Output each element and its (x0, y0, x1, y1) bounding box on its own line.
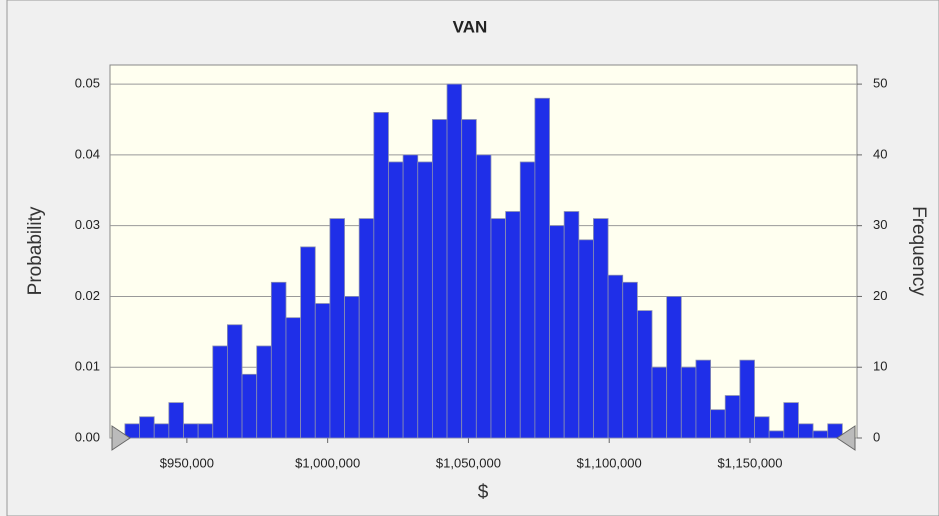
y-axis-title: Probability (25, 206, 46, 295)
x-tick-label: $1,150,000 (717, 455, 782, 470)
y-tick-label: 0.00 (75, 429, 100, 444)
y-tick-label: 0.03 (75, 217, 100, 232)
bar (139, 416, 155, 439)
bar (680, 366, 697, 439)
bar (695, 359, 711, 439)
bar (285, 317, 302, 439)
bar (827, 423, 843, 439)
bar (475, 154, 492, 439)
bar (710, 409, 726, 439)
bar (300, 246, 316, 439)
x-tick-label: $950,000 (160, 455, 214, 470)
bar (593, 218, 609, 439)
bar (622, 281, 638, 439)
bar (724, 395, 741, 439)
bar (388, 161, 404, 439)
x-tick-label: $1,050,000 (436, 455, 501, 470)
y2-tick-label: 30 (873, 217, 887, 232)
y2-tick-label: 10 (873, 359, 887, 374)
right-slider (836, 425, 856, 451)
y-tick-label: 0.04 (75, 146, 100, 161)
bar (754, 416, 770, 439)
bar (153, 423, 170, 439)
bar (241, 373, 258, 439)
bar (739, 359, 755, 439)
bar (490, 218, 507, 439)
y2-tick-label: 20 (873, 288, 887, 303)
chart-title: VAN (453, 17, 488, 36)
x-tick-label: $1,000,000 (295, 455, 360, 470)
bar (212, 345, 228, 439)
bar (768, 430, 785, 439)
bar (256, 345, 272, 439)
bar (783, 402, 799, 439)
bar (270, 281, 287, 439)
bar (578, 239, 594, 439)
bar (183, 423, 199, 439)
bar (373, 112, 389, 439)
bar (344, 296, 360, 439)
bar (666, 296, 682, 439)
bar (636, 310, 653, 439)
x-tick-label: $1,100,000 (577, 455, 642, 470)
bar (417, 161, 433, 439)
bar (329, 218, 345, 439)
y2-axis-title: Frequency (908, 206, 929, 296)
y2-tick-label: 50 (873, 76, 887, 91)
bar (446, 83, 463, 439)
bar (519, 161, 536, 439)
bar (798, 423, 814, 439)
bar (431, 119, 448, 439)
bar (651, 366, 668, 439)
bar (563, 211, 580, 439)
y-tick-label: 0.05 (75, 76, 100, 91)
bar (549, 225, 565, 439)
x-axis-title: $ (478, 482, 489, 503)
bar (314, 303, 331, 439)
y2-tick-label: 0 (873, 429, 880, 444)
bar (812, 430, 829, 439)
bar (402, 154, 419, 439)
y-tick-label: 0.01 (75, 359, 100, 374)
bar (607, 274, 624, 439)
left-slider (111, 425, 131, 451)
y2-tick-label: 40 (873, 146, 887, 161)
bar (197, 423, 214, 439)
bar (227, 324, 243, 439)
bar (358, 218, 375, 439)
bar (168, 402, 184, 439)
bar (461, 119, 477, 439)
y-tick-label: 0.02 (75, 288, 100, 303)
bar (534, 97, 550, 439)
bar (505, 211, 521, 439)
